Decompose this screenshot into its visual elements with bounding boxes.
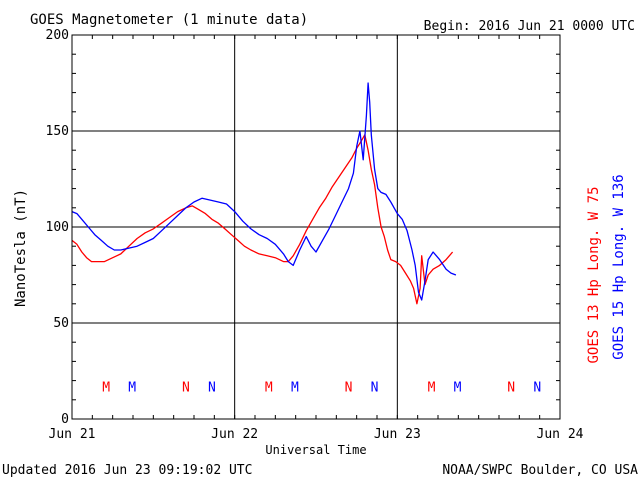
x-tick-label: Jun 22 (211, 427, 258, 442)
series-line-1 (71, 82, 457, 301)
series-line-0 (71, 134, 454, 305)
x-tick-label: Jun 24 (537, 427, 584, 442)
noon-midnight-marker: M (102, 380, 110, 395)
y-tick-label: 150 (46, 124, 69, 139)
x-tick-label: Jun 21 (49, 427, 96, 442)
legend-goes15: GOES 15 Hp Long. W 136 (611, 174, 627, 359)
begin-label: Begin: 2016 Jun 21 0000 UTC (424, 19, 635, 34)
noon-midnight-marker: M (454, 380, 462, 395)
y-axis-label: NanoTesla (nT) (13, 189, 29, 307)
noon-midnight-marker: N (371, 380, 379, 395)
noon-midnight-marker: N (507, 380, 515, 395)
noon-midnight-marker: M (428, 380, 436, 395)
x-axis-ticks: Jun 21 Jun 22 Jun 23 Jun 24 (49, 35, 584, 442)
noon-midnight-marker: N (533, 380, 541, 395)
noon-midnight-marker: N (345, 380, 353, 395)
series-layer (71, 82, 457, 305)
y-tick-label: 0 (61, 412, 69, 427)
noon-midnight-marker: M (128, 380, 136, 395)
x-axis-label: Universal Time (265, 443, 366, 457)
y-axis-ticks: 0 50 100 150 200 (46, 28, 560, 427)
footer-updated: Updated 2016 Jun 23 09:19:02 UTC (2, 463, 252, 478)
chart-title: GOES Magnetometer (1 minute data) (30, 12, 308, 28)
noon-midnight-marker: N (182, 380, 190, 395)
noon-midnight-marker: N (208, 380, 216, 395)
grid-lines (72, 35, 560, 419)
x-tick-label: Jun 23 (374, 427, 421, 442)
y-tick-label: 50 (53, 316, 69, 331)
noon-midnight-marker: M (291, 380, 299, 395)
y-tick-label: 200 (46, 28, 69, 43)
noon-midnight-marker: M (265, 380, 273, 395)
y-tick-label: 100 (46, 220, 69, 235)
footer-credit: NOAA/SWPC Boulder, CO USA (442, 463, 638, 478)
legend-goes13: GOES 13 Hp Long. W 75 (586, 186, 602, 363)
